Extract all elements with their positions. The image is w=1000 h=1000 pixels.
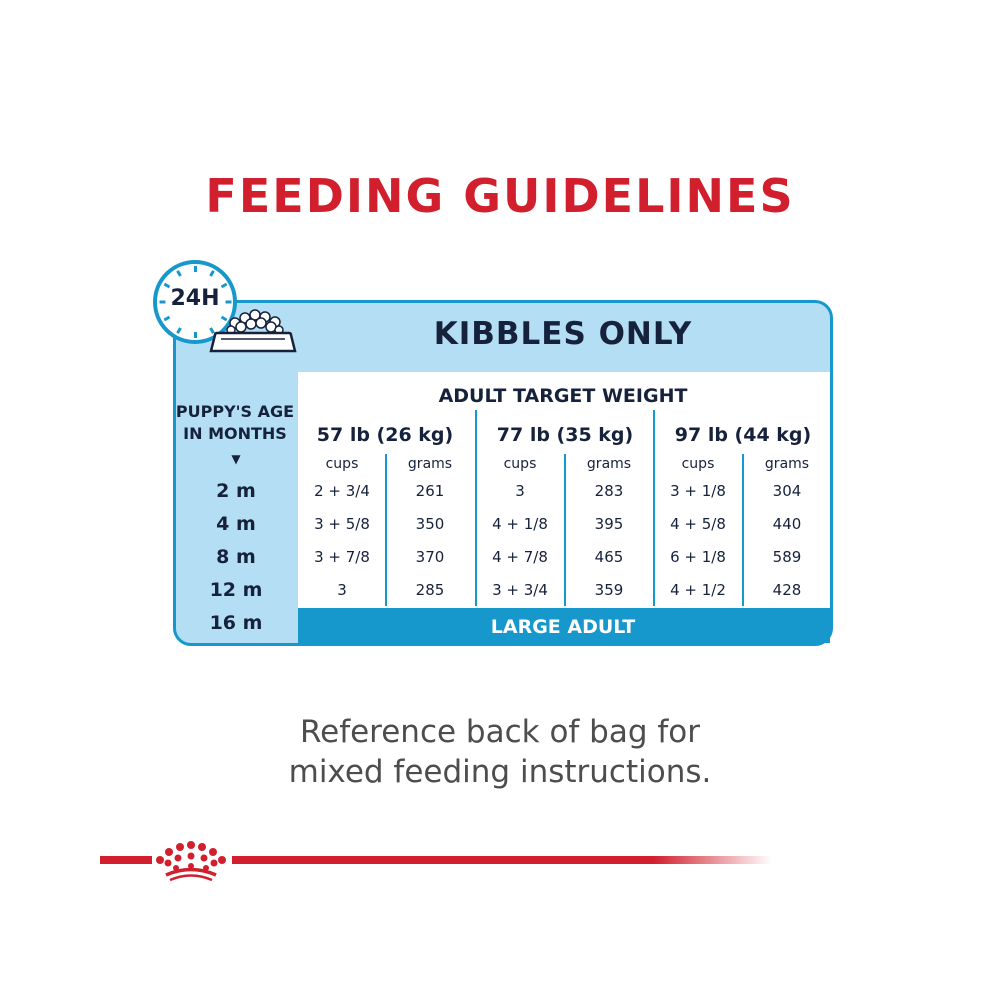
- table-cell: 6 + 1/8: [670, 548, 726, 566]
- table-cell: 285: [416, 581, 445, 599]
- table-cell: 359: [595, 581, 624, 599]
- reference-note: Reference back of bag for mixed feeding …: [0, 712, 1000, 792]
- kibbles-only-heading: KIBBLES ONLY: [433, 316, 693, 352]
- age-cell: 4 m: [216, 513, 256, 535]
- table-cell: 4 + 1/2: [670, 581, 726, 599]
- target-weight-label: ADULT TARGET WEIGHT: [439, 385, 688, 407]
- unit-cups: cups: [326, 456, 359, 472]
- table-cell: 589: [773, 548, 802, 566]
- age-label-line1: PUPPY'S AGE: [176, 402, 294, 421]
- table-cell: 283: [595, 482, 624, 500]
- table-cell: 3: [337, 581, 347, 599]
- table-cell: 2 + 3/4: [314, 482, 370, 500]
- unit-cups: cups: [682, 456, 715, 472]
- large-adult-bar: [298, 608, 830, 643]
- table-cell: 3 + 1/8: [670, 482, 726, 500]
- page-title: FEEDING GUIDELINES: [205, 169, 795, 223]
- table-cell: 440: [773, 515, 802, 533]
- table-cell: 4 + 5/8: [670, 515, 726, 533]
- table-cell: 350: [416, 515, 445, 533]
- table-cell: 3 + 7/8: [314, 548, 370, 566]
- age-cell: 2 m: [216, 480, 256, 502]
- reference-line-1: Reference back of bag for: [299, 714, 701, 750]
- table-cell: 428: [773, 581, 802, 599]
- table-cell: 3: [515, 482, 525, 500]
- unit-grams: grams: [765, 456, 809, 472]
- weight-header: 97 lb (44 kg): [675, 424, 811, 446]
- food-bowl-icon: [209, 309, 297, 353]
- weight-header: 57 lb (26 kg): [317, 424, 453, 446]
- age-cell: 16 m: [210, 612, 263, 634]
- unit-grams: grams: [587, 456, 631, 472]
- table-cell: 4 + 7/8: [492, 548, 548, 566]
- badge-label: 24H: [170, 286, 220, 311]
- age-cell: 12 m: [210, 579, 263, 601]
- clock-icon: 24H: [153, 260, 237, 344]
- unit-cups: cups: [504, 456, 537, 472]
- table-cell: 261: [416, 482, 445, 500]
- age-arrow: ▼: [231, 452, 241, 466]
- table-cell: 370: [416, 548, 445, 566]
- royal-canin-crown-icon: [156, 841, 226, 882]
- table-cell: 465: [595, 548, 624, 566]
- large-adult-label: LARGE ADULT: [491, 616, 635, 638]
- table-cell: 3 + 3/4: [492, 581, 548, 599]
- reference-line-2: mixed feeding instructions.: [288, 754, 712, 790]
- age-label-line2: IN MONTHS: [183, 424, 287, 443]
- table-cell: 4 + 1/8: [492, 515, 548, 533]
- brand-line: [100, 856, 152, 864]
- age-cell: 8 m: [216, 546, 256, 568]
- table-cell: 395: [595, 515, 624, 533]
- brand-line: [232, 856, 772, 864]
- unit-grams: grams: [408, 456, 452, 472]
- table-cell: 304: [773, 482, 802, 500]
- weight-header: 77 lb (35 kg): [497, 424, 633, 446]
- table-cell: 3 + 5/8: [314, 515, 370, 533]
